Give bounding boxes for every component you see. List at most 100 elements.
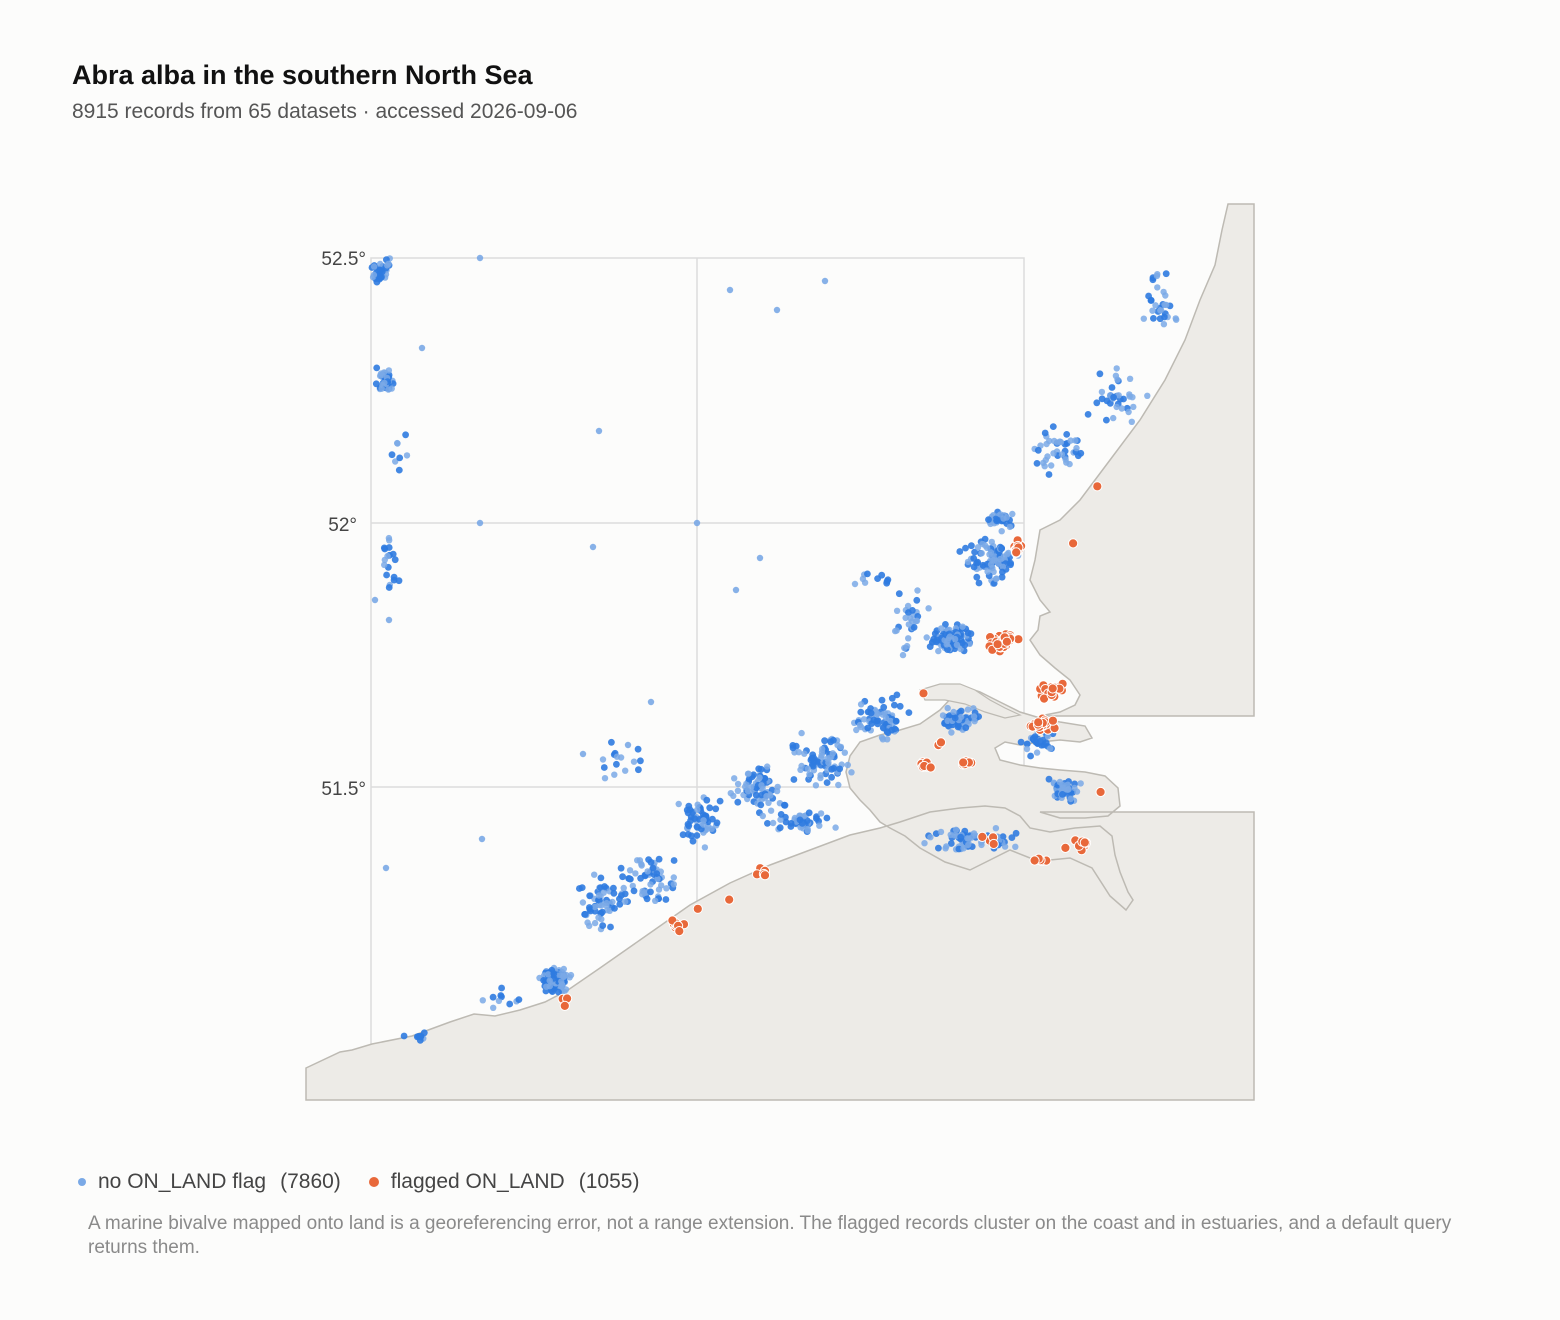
lat-label-52-5: 52.5° xyxy=(321,249,366,270)
flagged-point xyxy=(1011,547,1022,558)
unflagged-point xyxy=(691,815,699,822)
unflagged-point xyxy=(716,797,724,805)
unflagged-point xyxy=(476,254,484,262)
unflagged-point xyxy=(1098,388,1106,396)
unflagged-point xyxy=(942,845,949,852)
unflagged-point xyxy=(734,787,742,794)
unflagged-point xyxy=(1112,372,1120,379)
legend-item-no-flag: no ON_LAND flag (7860) xyxy=(78,1170,341,1194)
unflagged-point xyxy=(1152,302,1159,309)
unflagged-point xyxy=(391,556,399,564)
unflagged-point xyxy=(987,561,995,568)
unflagged-point xyxy=(498,984,505,992)
unflagged-point xyxy=(816,822,823,829)
unflagged-point xyxy=(670,881,677,888)
unflagged-point xyxy=(819,745,826,753)
legend-item-flagged: flagged ON_LAND (1055) xyxy=(368,1170,640,1194)
legend-count-flagged: (1055) xyxy=(578,1170,640,1193)
unflagged-point xyxy=(417,1033,424,1041)
unflagged-point xyxy=(557,982,565,990)
unflagged-point xyxy=(632,870,639,877)
unflagged-point xyxy=(1113,365,1120,372)
unflagged-point xyxy=(905,709,913,716)
unflagged-point xyxy=(923,634,930,641)
unflagged-point xyxy=(637,757,644,765)
unflagged-point xyxy=(1115,392,1122,399)
unflagged-point xyxy=(943,641,950,648)
unflagged-point xyxy=(765,799,772,806)
unflagged-point xyxy=(987,549,995,556)
unflagged-point xyxy=(801,750,808,757)
unflagged-point xyxy=(817,774,824,782)
unflagged-point xyxy=(622,767,629,774)
unflagged-point xyxy=(844,761,851,769)
unflagged-point xyxy=(888,726,896,734)
unflagged-point xyxy=(701,844,709,851)
unflagged-point xyxy=(693,823,701,831)
flagged-point xyxy=(1047,715,1059,726)
unflagged-point xyxy=(914,587,921,594)
unflagged-point xyxy=(489,993,497,1001)
map-legend: no ON_LAND flag (7860) flagged ON_LAND (… xyxy=(78,1170,667,1194)
unflagged-point xyxy=(878,734,886,741)
unflagged-point xyxy=(950,708,957,716)
unflagged-point xyxy=(973,573,981,581)
unflagged-point xyxy=(596,896,603,904)
unflagged-point xyxy=(1172,315,1179,322)
unflagged-point xyxy=(370,271,378,279)
unflagged-point xyxy=(385,386,392,393)
unflagged-point xyxy=(610,890,618,897)
unflagged-point xyxy=(818,752,825,759)
unflagged-point xyxy=(944,704,951,712)
unflagged-point xyxy=(884,736,891,743)
unflagged-point xyxy=(761,775,769,782)
unflagged-point xyxy=(1050,450,1057,457)
unflagged-point xyxy=(630,758,638,765)
unflagged-point xyxy=(970,830,978,837)
unflagged-point xyxy=(599,922,607,929)
unflagged-point xyxy=(902,614,909,622)
unflagged-point xyxy=(758,782,765,789)
unflagged-point xyxy=(1012,829,1020,837)
unflagged-point xyxy=(647,888,654,896)
unflagged-point xyxy=(663,885,670,892)
unflagged-point xyxy=(373,278,381,286)
unflagged-point xyxy=(679,831,687,839)
unflagged-point xyxy=(757,801,765,809)
unflagged-point xyxy=(895,590,903,598)
unflagged-point xyxy=(576,885,583,892)
unflagged-point xyxy=(759,812,766,820)
unflagged-point xyxy=(591,903,598,911)
unflagged-point xyxy=(821,737,828,745)
unflagged-point xyxy=(675,800,682,808)
unflagged-point xyxy=(1064,781,1071,788)
unflagged-point xyxy=(479,997,486,1004)
unflagged-point xyxy=(830,765,838,772)
unflagged-point xyxy=(490,1004,497,1011)
unflagged-point xyxy=(937,828,945,836)
unflagged-point xyxy=(1047,745,1054,752)
unflagged-point xyxy=(601,883,608,890)
unflagged-point xyxy=(1044,453,1051,460)
unflagged-point xyxy=(384,262,391,269)
flagged-point xyxy=(1047,683,1058,694)
unflagged-point xyxy=(1049,423,1057,430)
unflagged-point xyxy=(789,744,797,752)
unflagged-point xyxy=(395,577,403,585)
unflagged-point xyxy=(1113,403,1120,411)
unflagged-point xyxy=(769,819,777,827)
unflagged-point xyxy=(734,798,742,806)
unflagged-point xyxy=(942,621,949,628)
unflagged-point xyxy=(1084,411,1092,418)
flagged-point xyxy=(1060,842,1071,854)
unflagged-point xyxy=(670,857,678,864)
unflagged-point xyxy=(693,519,701,527)
unflagged-point xyxy=(1160,288,1167,296)
unflagged-point xyxy=(1077,780,1084,787)
flagged-point xyxy=(1029,855,1040,866)
unflagged-point xyxy=(1093,399,1101,407)
unflagged-point xyxy=(935,844,942,852)
unflagged-point xyxy=(764,763,771,770)
unflagged-point xyxy=(1108,384,1116,391)
unflagged-point xyxy=(400,1032,408,1040)
